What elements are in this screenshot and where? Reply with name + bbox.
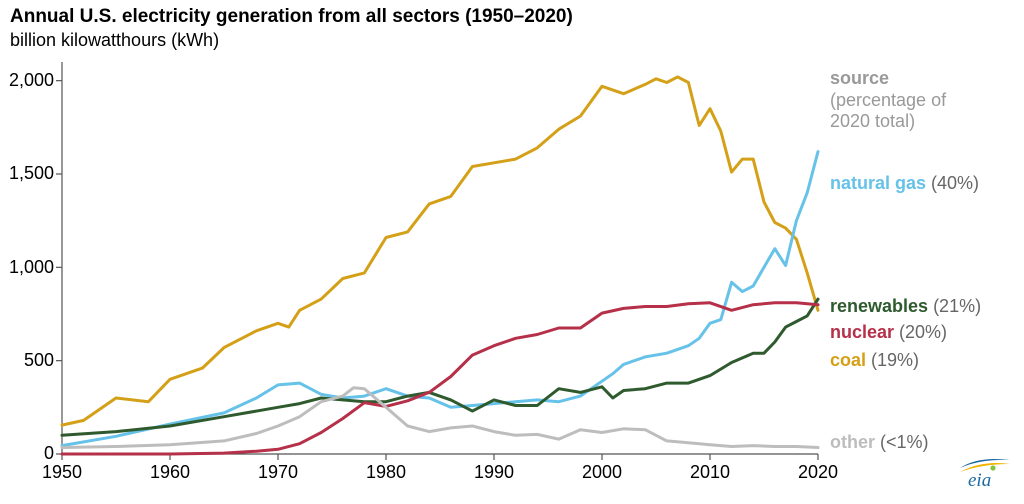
legend-pct: (21%)	[933, 296, 981, 316]
x-tick-label: 2010	[680, 462, 740, 483]
legend-label: natural gas	[830, 173, 931, 193]
legend-label: renewables	[830, 296, 933, 316]
legend-note: (percentage of 2020 total)	[830, 90, 946, 131]
series-coal	[62, 77, 818, 425]
x-tick-label: 2000	[572, 462, 632, 483]
legend-pct: (19%)	[871, 350, 919, 370]
eia-logo: eia	[958, 454, 1012, 488]
y-tick-label: 2,000	[4, 70, 54, 91]
legend-note-line2: 2020 total)	[830, 111, 915, 131]
legend-item-coal: coal (19%)	[830, 350, 919, 371]
legend-label: coal	[830, 350, 871, 370]
y-tick-label: 500	[4, 350, 54, 371]
legend-note-line1: (percentage of	[830, 90, 946, 110]
legend-item-nuclear: nuclear (20%)	[830, 322, 947, 343]
legend-pct: (40%)	[931, 173, 979, 193]
legend-pct: (<1%)	[880, 432, 929, 452]
series-natural_gas	[62, 152, 818, 446]
x-tick-label: 1970	[248, 462, 308, 483]
x-tick-label: 1960	[140, 462, 200, 483]
legend-label: other	[830, 432, 880, 452]
legend-item-other: other (<1%)	[830, 432, 929, 453]
legend-item-renewables: renewables (21%)	[830, 296, 981, 317]
eia-logo-text: eia	[968, 470, 991, 488]
legend-pct: (20%)	[899, 322, 947, 342]
chart-container: Annual U.S. electricity generation from …	[0, 0, 1024, 504]
legend-item-natural_gas: natural gas (40%)	[830, 173, 979, 194]
x-tick-label: 1980	[356, 462, 416, 483]
legend-heading: source	[830, 68, 889, 89]
y-tick-label: 1,000	[4, 257, 54, 278]
x-tick-label: 1950	[32, 462, 92, 483]
legend-label: nuclear	[830, 322, 899, 342]
series-renewables	[62, 299, 818, 435]
x-tick-label: 1990	[464, 462, 524, 483]
x-tick-label: 2020	[788, 462, 848, 483]
y-tick-label: 1,500	[4, 163, 54, 184]
